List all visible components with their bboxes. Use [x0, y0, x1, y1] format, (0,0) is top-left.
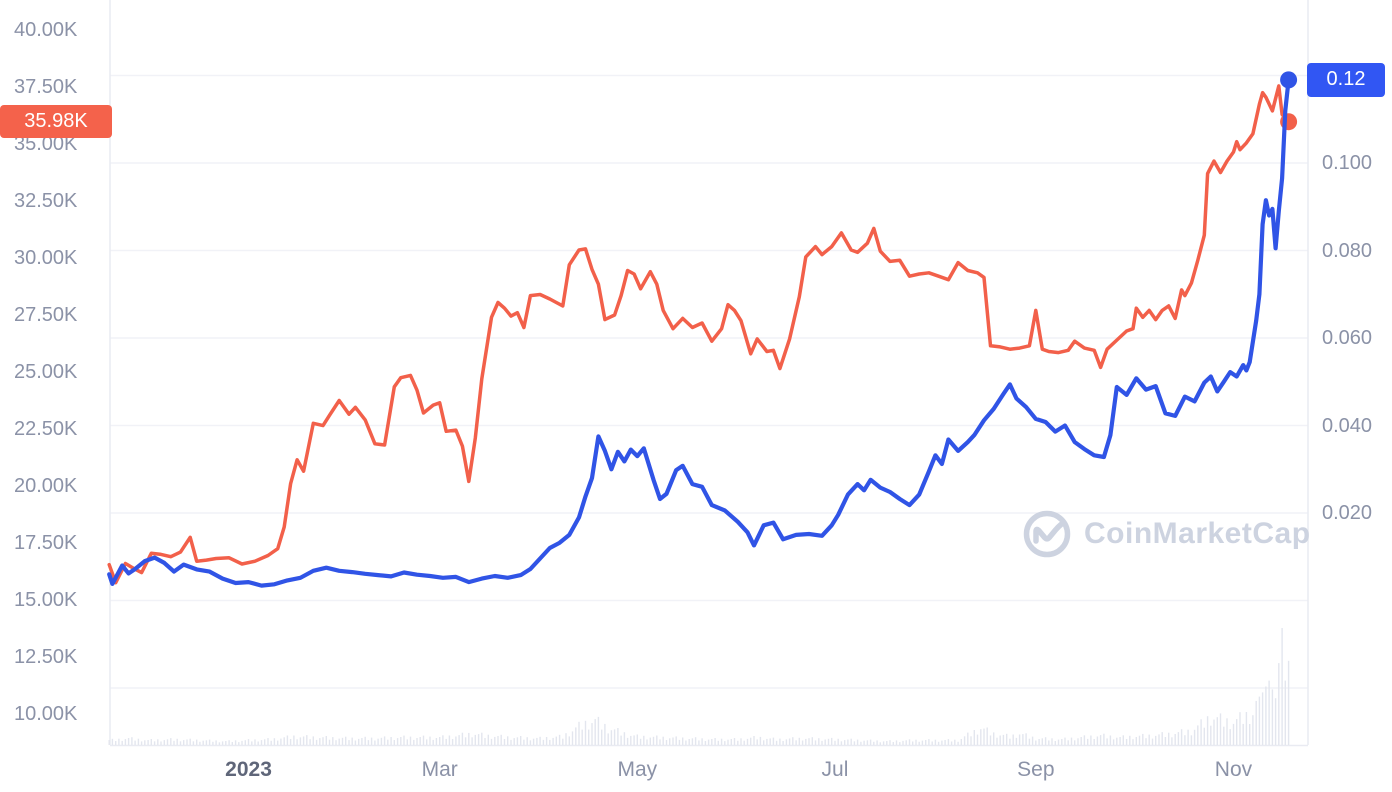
x-axis-label: May: [617, 758, 658, 781]
y-axis-label-left: 15.00K: [14, 589, 78, 611]
y-axis-label-right: 0.040: [1322, 414, 1373, 437]
y-axis-label-left: 25.00K: [14, 361, 78, 383]
x-axis-label: Mar: [421, 758, 458, 781]
y-axis-label-left: 17.50K: [14, 532, 78, 554]
y-axis-label-right: 0.060: [1322, 327, 1373, 349]
y-axis-label-left: 20.00K: [14, 475, 78, 497]
series-end-dot-price-usd-right-axis: [1280, 71, 1298, 89]
y-axis-label-left: 35.00K: [14, 133, 78, 155]
x-axis-label: Sep: [1017, 758, 1055, 781]
current-price-badge-left: 35.98K: [0, 105, 112, 139]
volume-bars: [108, 628, 1290, 746]
y-axis-label-left: 40.00K: [14, 19, 78, 41]
current-price-badge-right: 0.12: [1307, 62, 1385, 97]
y-axis-label-left: 37.50K: [14, 76, 78, 98]
y-axis-label-left: 22.50K: [14, 418, 78, 440]
y-axis-label-left: 32.50K: [14, 190, 78, 212]
series-line-price-usd-right-axis: [107, 77, 1291, 588]
y-axis-label-right: 0.100: [1322, 152, 1373, 174]
y-axis-label-left: 10.00K: [14, 703, 78, 725]
current-price-left-value: 35.98K: [24, 110, 88, 133]
series-line-price-usd-left-axis: [107, 84, 1291, 585]
x-axis-label: 2023: [225, 758, 272, 781]
plot-borders: [109, 0, 1309, 747]
y-axis-label-right: 0.020: [1322, 502, 1373, 524]
y-axis-label-left: 27.50K: [14, 304, 78, 326]
y-axis-label-right: 0.080: [1322, 239, 1373, 262]
y-axis-label-left: 12.50K: [14, 646, 78, 668]
x-axis-label: Jul: [821, 758, 849, 781]
x-axis-label: Nov: [1214, 758, 1253, 781]
current-price-right-value: 0.12: [1326, 68, 1366, 91]
gridlines: [110, 74, 1308, 689]
y-axis-label-left: 30.00K: [14, 247, 78, 269]
